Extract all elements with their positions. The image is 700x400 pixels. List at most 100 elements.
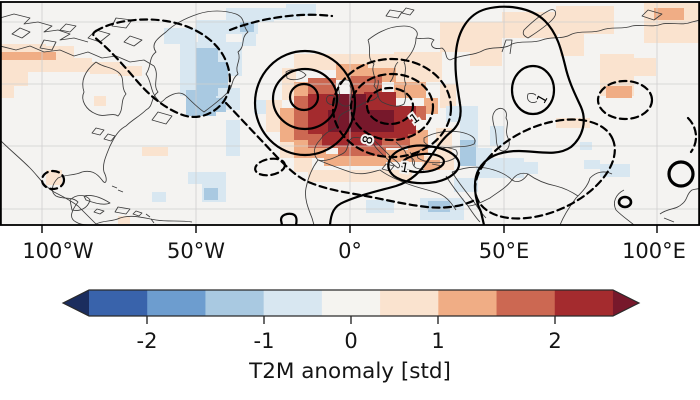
coastline [82,61,127,117]
anomaly-cell [94,96,106,106]
coastline [367,25,451,61]
contour-positive [387,144,461,185]
coastline [522,9,557,39]
colorbar-title: T2M anomaly [std] [248,359,451,384]
anomaly-cell [424,98,438,114]
colorbar-segment [438,290,498,316]
anomaly-cell [242,34,256,46]
anomaly-cell [428,201,450,212]
anomaly-cell [328,110,394,132]
coastline [59,23,77,33]
contour-positive [328,5,585,225]
contour-positive [271,67,339,131]
anomaly-cell [142,147,168,156]
anomaly-cell [454,178,478,192]
colorbar-segment [380,290,439,316]
colorbar-segment [263,290,323,316]
anomaly-cell [440,84,456,108]
anomaly-cell [556,118,590,128]
contour-negative [92,18,231,118]
anomaly-cell [226,88,240,110]
coastline [449,19,699,61]
colorbar-segment [205,290,265,316]
colorbar-segment [554,290,614,316]
anomaly-cell [188,172,226,184]
coastline [103,133,116,142]
anomaly-cell [1,86,14,98]
anomaly-cell [308,94,338,112]
anomaly-cell [294,96,310,140]
coastline [614,189,625,211]
contour-negative [596,79,654,121]
anomaly-cell [90,62,120,74]
anomaly-cell [226,42,242,76]
coastline [1,13,89,43]
contour-positive [400,152,446,174]
anomaly-cell [1,72,28,86]
anomaly-cell [204,188,218,200]
contour-positive [617,195,633,209]
contour-negative [365,86,415,126]
colorbar-tick-labels: -2 -1 0 1 2 [137,329,562,353]
anomaly-cell [654,8,684,20]
coastline [91,127,105,136]
anomaly-cells-layer [1,3,699,224]
colorbar-tick-label: 1 [431,329,444,353]
anomaly-cell [560,34,584,56]
coastline [313,103,371,161]
anomaly-cell [118,216,130,224]
contours-layer [40,5,698,225]
coastline [492,108,510,152]
coastline [51,65,159,225]
coastline [401,7,415,16]
anomaly-cell [180,42,198,96]
coastline [367,37,417,107]
anomaly-cell [1,52,56,60]
coastline [559,177,591,225]
anomaly-cell [492,158,524,178]
anomaly-cell [152,192,166,202]
anomaly-cell [308,170,412,182]
colorbar-under-arrow [63,290,89,316]
anomaly-cell [394,82,426,98]
anomaly-cell [350,76,382,94]
coastline [132,210,143,217]
coastline [11,27,31,39]
colorbar-tick-label: -1 [254,329,275,353]
lon-tick-label: 100°W [22,239,94,263]
coastline [615,209,635,225]
anomaly-cell [446,106,478,122]
coastline [305,159,319,225]
colorbar-segment [89,290,148,316]
anomaly-cell [440,22,502,52]
coastline [589,171,613,179]
anomaly-cell [226,120,240,156]
coastline [151,111,173,125]
contour-negative [254,157,286,177]
coastline [663,217,675,223]
anomaly-cell [522,162,538,174]
contour-positive [510,64,556,116]
colorbar-segment [321,290,381,316]
contour-negative [40,169,66,191]
colorbar-tick-label: 2 [548,329,561,353]
anomaly-cell [164,28,196,44]
lon-axis-ticks [41,225,658,233]
contour-positive [288,82,320,112]
anomaly-cell [584,160,600,169]
coastline [117,189,124,193]
coastline [123,35,143,47]
coastline [111,185,118,189]
coastline [415,167,425,171]
contour-negative [686,116,698,154]
lon-tick-label: 100°E [622,239,686,263]
lon-tick-label: 50°E [479,239,530,263]
anomaly-cell [366,200,394,213]
anomaly-cell [266,100,282,132]
anomaly-cell [308,78,336,96]
contour-negative [331,57,453,159]
lon-tick-label: 50°W [167,239,225,263]
anomaly-cell [226,8,274,22]
coastline [145,213,151,218]
